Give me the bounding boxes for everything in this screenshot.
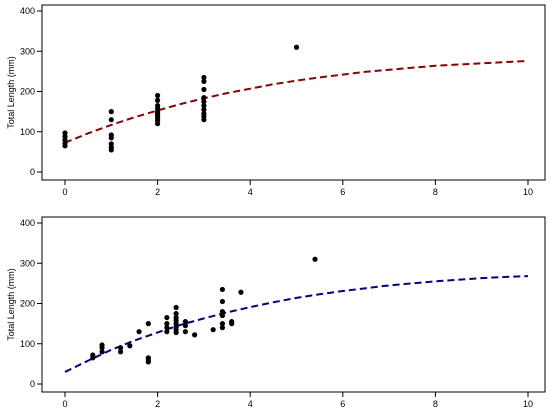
data-point	[238, 289, 244, 295]
data-point	[182, 323, 188, 329]
data-point	[219, 321, 226, 327]
data-point	[210, 327, 216, 333]
fitted-curve	[64, 59, 529, 144]
data-point	[145, 355, 151, 361]
y-tick-label: 300	[20, 46, 35, 56]
data-point	[201, 74, 207, 81]
y-tick-label: 300	[20, 258, 35, 268]
fitted-curve	[64, 275, 529, 373]
data-point	[201, 94, 207, 101]
y-tick-label: 100	[20, 339, 35, 349]
data-point	[201, 86, 207, 93]
data-point	[90, 352, 96, 358]
x-tick-label: 10	[523, 187, 533, 197]
data-point	[182, 329, 188, 335]
data-point	[173, 310, 179, 317]
chart-panel-bottom: 0 100 200 300 400 0 2 4 6 8 10 Total Length (mm)	[6, 216, 546, 409]
data-point	[108, 132, 114, 138]
x-tick-label: 8	[433, 399, 438, 409]
data-point	[219, 286, 226, 293]
x-tick-label: 2	[155, 399, 160, 409]
data-point	[164, 321, 170, 327]
data-point	[219, 312, 226, 319]
data-point	[219, 298, 226, 305]
data-point	[62, 133, 68, 140]
data-point	[155, 102, 161, 109]
y-tick-label: 200	[20, 87, 35, 97]
x-tick-label: 2	[155, 187, 160, 197]
data-point	[201, 111, 207, 117]
y-tick-label: 0	[30, 379, 35, 389]
x-tick-label: 0	[62, 399, 67, 409]
data-point	[219, 308, 226, 315]
chart-panel-top: 0 100 200 300 400 0 2 4 6 8 10 Total Length (mm)	[6, 4, 546, 197]
data-point	[155, 92, 161, 99]
data-point	[108, 141, 114, 147]
x-tick-label: 4	[248, 187, 253, 197]
data-point	[312, 256, 318, 262]
data-point	[127, 343, 133, 349]
data-point	[155, 97, 161, 103]
y-tick-label: 0	[30, 167, 35, 177]
data-point	[108, 109, 114, 115]
x-tick-label: 6	[340, 399, 345, 409]
data-point	[182, 319, 188, 325]
data-point	[108, 117, 114, 123]
data-point	[164, 325, 170, 331]
y-tick-label: 100	[20, 127, 35, 137]
data-point	[136, 329, 142, 335]
x-tick-label: 0	[62, 187, 67, 197]
data-point	[219, 325, 226, 331]
data-point	[117, 345, 124, 351]
data-point	[173, 304, 179, 311]
plot-frame	[41, 4, 546, 181]
data-point	[293, 44, 300, 50]
x-tick-label: 8	[433, 187, 438, 197]
data-point	[201, 98, 207, 105]
x-tick-label: 6	[340, 187, 345, 197]
data-point	[62, 130, 68, 136]
x-tick-label: 4	[248, 399, 253, 409]
x-tick-label: 10	[523, 399, 533, 409]
data-point	[99, 349, 105, 355]
data-point	[145, 321, 151, 327]
data-point	[99, 342, 105, 348]
data-point	[229, 319, 235, 325]
data-point	[173, 314, 179, 321]
data-point	[192, 332, 198, 338]
data-point	[201, 102, 207, 109]
data-point	[164, 314, 170, 321]
y-tick-label: 400	[20, 218, 35, 228]
y-axis-label: Total Length (mm)	[6, 268, 16, 341]
data-point	[201, 78, 207, 85]
data-point	[201, 107, 207, 113]
data-point	[117, 349, 124, 355]
plot-frame	[41, 216, 546, 393]
y-axis-label: Total Length (mm)	[6, 56, 16, 129]
y-tick-label: 200	[20, 299, 35, 309]
data-point	[164, 329, 170, 335]
y-tick-label: 400	[20, 6, 35, 16]
